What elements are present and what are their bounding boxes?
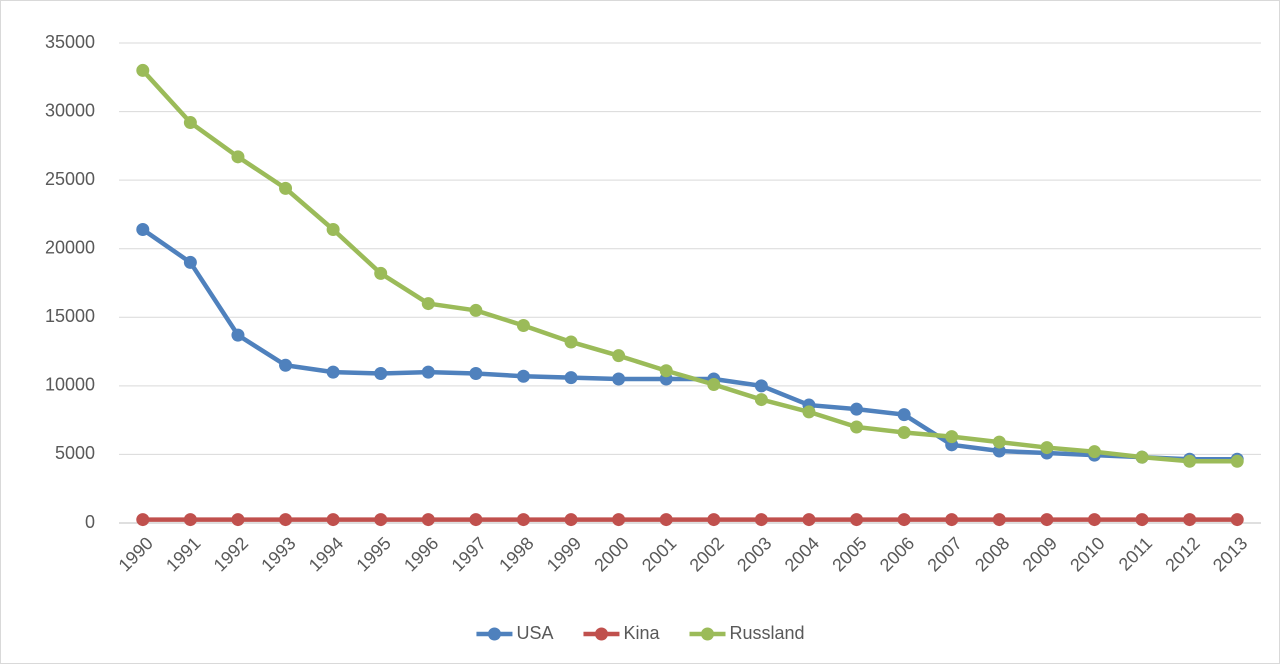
data-point: [326, 223, 340, 237]
y-tick-label: 5000: [55, 443, 95, 463]
data-point: [1135, 513, 1149, 527]
legend-marker: [701, 627, 714, 641]
data-point: [516, 369, 530, 383]
data-point: [1230, 454, 1244, 468]
y-tick-label: 25000: [45, 169, 95, 189]
data-point: [183, 513, 197, 527]
data-point: [945, 513, 959, 527]
data-point: [1040, 513, 1054, 527]
data-point: [802, 405, 816, 419]
data-point: [516, 513, 530, 527]
y-tick-label: 10000: [45, 375, 95, 395]
data-point: [279, 513, 293, 527]
data-point: [564, 371, 578, 385]
data-point: [707, 513, 721, 527]
data-point: [183, 255, 197, 269]
data-point: [469, 367, 483, 381]
legend-marker: [487, 627, 501, 641]
legend-label: USA: [516, 623, 553, 643]
data-point: [850, 402, 864, 416]
data-point: [469, 303, 483, 317]
data-point: [1135, 450, 1149, 464]
y-tick-label: 30000: [45, 100, 95, 120]
data-point: [707, 377, 721, 391]
data-point: [231, 328, 245, 342]
data-point: [850, 513, 864, 527]
data-point: [326, 513, 340, 527]
data-point: [136, 513, 150, 527]
data-point: [612, 513, 626, 527]
data-point: [754, 393, 768, 407]
data-point: [564, 513, 578, 527]
data-point: [897, 513, 911, 527]
data-point: [1230, 513, 1244, 527]
data-point: [659, 513, 673, 527]
data-point: [850, 420, 864, 434]
data-point: [897, 408, 911, 422]
data-point: [754, 379, 768, 393]
legend-label: Russland: [730, 623, 805, 643]
data-point: [279, 358, 293, 372]
data-point: [1183, 454, 1197, 468]
data-point: [1040, 441, 1054, 455]
y-tick-label: 35000: [45, 32, 95, 52]
data-point: [183, 116, 197, 130]
y-tick-label: 15000: [45, 306, 95, 326]
data-point: [374, 266, 388, 280]
data-point: [136, 223, 150, 237]
data-point: [992, 435, 1006, 449]
data-point: [326, 365, 340, 379]
legend-label: Kina: [623, 623, 660, 643]
data-point: [659, 364, 673, 378]
data-point: [564, 335, 578, 349]
y-tick-label: 20000: [45, 237, 95, 257]
data-point: [754, 513, 768, 527]
data-point: [1087, 445, 1101, 459]
data-point: [802, 513, 816, 527]
data-point: [612, 349, 626, 363]
data-point: [136, 63, 150, 77]
data-point: [1183, 513, 1197, 527]
data-point: [421, 365, 435, 379]
data-point: [279, 181, 293, 195]
data-point: [897, 425, 911, 439]
data-point: [516, 319, 530, 333]
data-point: [469, 513, 483, 527]
data-point: [992, 444, 1006, 458]
legend-marker: [594, 627, 608, 641]
data-point: [1087, 513, 1101, 527]
data-point: [231, 513, 245, 527]
data-point: [992, 513, 1006, 527]
data-point: [374, 513, 388, 527]
data-point: [945, 430, 959, 444]
data-point: [374, 367, 388, 381]
data-point: [421, 297, 435, 311]
data-point: [231, 150, 245, 164]
data-point: [612, 372, 626, 386]
y-tick-label: 0: [85, 512, 95, 532]
series-line: [141, 68, 1238, 464]
data-point: [421, 513, 435, 527]
